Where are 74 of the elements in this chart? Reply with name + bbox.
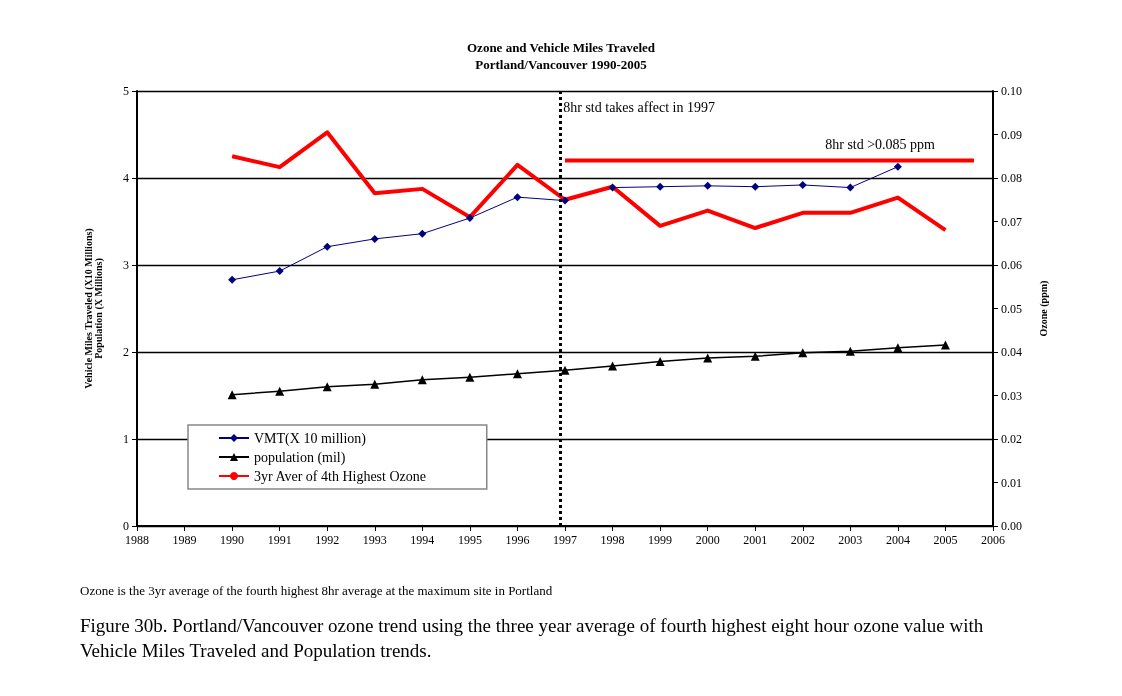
legend-label: population (mil) (254, 449, 346, 466)
x-tick-label: 1996 (505, 533, 530, 547)
point (893, 343, 903, 353)
y2-tick-label: 0.10 (1001, 84, 1022, 98)
line-series (230, 130, 948, 233)
x-tick-label: 1989 (172, 533, 197, 547)
point (560, 365, 570, 375)
point (751, 182, 760, 191)
point (655, 357, 665, 367)
point (608, 183, 617, 192)
x-tick-label: 1998 (600, 533, 625, 547)
point (418, 229, 427, 238)
y2-tick-label: 0.07 (1001, 214, 1022, 229)
point (846, 183, 855, 192)
y-axis-title: Vehicle Miles Traveled (X10 Millions) Population (X Millions) (82, 228, 105, 389)
x-tick-label: 2001 (743, 533, 768, 547)
point (465, 214, 474, 223)
ref-line-label: 8hr std takes affect in 1997 (563, 99, 716, 115)
x-tick-label: 1995 (457, 533, 482, 547)
point (275, 386, 285, 396)
point (940, 340, 950, 350)
x-tick-label: 1993 (362, 533, 387, 547)
x-tick-label: 2006 (981, 533, 1005, 547)
y-tick-label: 1 (123, 432, 129, 446)
legend-label: 3yr Aver of 4th Highest Ozone (254, 468, 426, 484)
text: Ozone is the 3yr average of the fourth highest 8hr average at the maximum site in Portland (80, 583, 554, 599)
x-tick-label: 2005 (933, 533, 958, 547)
y2-tick-label: 0.04 (1001, 345, 1022, 359)
point (227, 390, 237, 400)
point (370, 379, 380, 389)
point (465, 372, 475, 382)
y2-tick-label: 0.09 (1001, 127, 1022, 142)
y2-tick-label: 0.00 (1001, 519, 1022, 533)
point (275, 267, 284, 276)
caption: Figure 30b. Portland/Vancouver ozone trend using the three year average of fourth highest eight hour ozone value with Vehicle Miles Traveled and Population trends. (80, 614, 985, 663)
y-tick-label: 3 (123, 258, 129, 272)
y2-tick-label: 0.05 (1001, 301, 1022, 316)
y-tick-label: 5 (123, 84, 129, 98)
y2-tick-label: 0.01 (1001, 475, 1022, 490)
y2-axis-title: Ozone (ppm) (1037, 280, 1050, 337)
annotation: 8hr std >0.085 ppm (825, 136, 936, 152)
point (703, 353, 713, 363)
x-tick-label: 1990 (220, 533, 245, 547)
y-tick-label: 4 (123, 171, 129, 185)
point (323, 242, 332, 251)
point (512, 369, 522, 379)
x-tick-label: 1994 (410, 533, 435, 547)
x-tick-label: 1992 (315, 533, 340, 547)
point (513, 193, 522, 202)
x-tick-label: 1988 (125, 533, 149, 547)
y2-tick-label: 0.06 (1001, 258, 1022, 272)
point (656, 182, 665, 191)
point (370, 234, 379, 243)
x-tick-label: 1997 (553, 533, 577, 547)
x-tick-label: 2004 (885, 533, 910, 547)
x-tick-label: 2003 (838, 533, 863, 547)
y2-tick-label: 0.02 (1001, 432, 1022, 446)
x-tick-label: 1999 (648, 533, 673, 547)
chart-subtitle: Portland/Vancouver 1990-2005 (475, 57, 648, 72)
chart-title: Ozone and Vehicle Miles Traveled (466, 40, 656, 55)
x-tick-label: 2002 (790, 533, 815, 547)
point (561, 196, 569, 205)
y-tick-label: 2 (123, 345, 129, 359)
point (845, 346, 855, 356)
point (893, 162, 902, 171)
point (703, 181, 712, 190)
x-tick-label: 2000 (695, 533, 720, 547)
x-tick-label: 1991 (267, 533, 292, 547)
point (228, 275, 237, 284)
point (798, 180, 807, 189)
y2-tick-label: 0.08 (1001, 171, 1022, 185)
y2-tick-label: 0.03 (1001, 388, 1022, 403)
y-tick-label: 0 (123, 519, 129, 533)
legend-label: VMT(X 10 million) (254, 430, 367, 447)
